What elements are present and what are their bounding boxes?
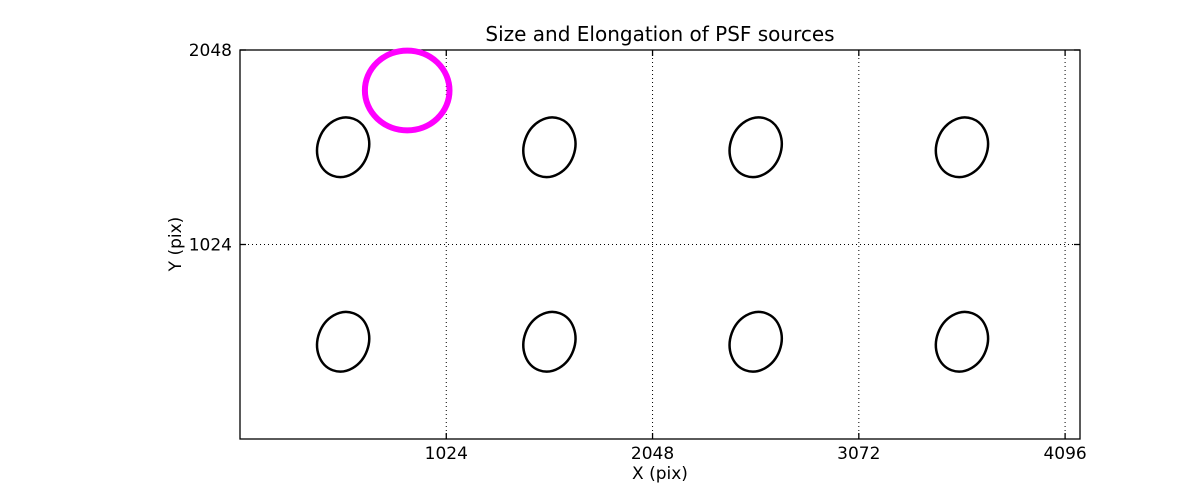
y-tick-label: 1024 — [189, 236, 232, 256]
psf-ellipse — [315, 116, 371, 179]
psf-ellipse — [934, 310, 990, 373]
psf-ellipse — [522, 116, 577, 179]
x-tick-label: 2048 — [631, 444, 674, 464]
chart-title: Size and Elongation of PSF sources — [485, 22, 835, 46]
psf-ellipse — [934, 116, 990, 179]
psf-ellipse — [315, 310, 371, 373]
psf-ellipse — [522, 310, 577, 373]
y-tick-label: 2048 — [189, 41, 232, 61]
x-tick-label: 3072 — [837, 444, 880, 464]
x-tick-label: 1024 — [425, 444, 468, 464]
x-tick-label: 4096 — [1043, 444, 1086, 464]
reference-circle — [361, 47, 453, 134]
psf-ellipse — [728, 116, 783, 179]
x-axis-label: X (pix) — [632, 464, 688, 484]
psf-ellipse — [728, 310, 783, 373]
